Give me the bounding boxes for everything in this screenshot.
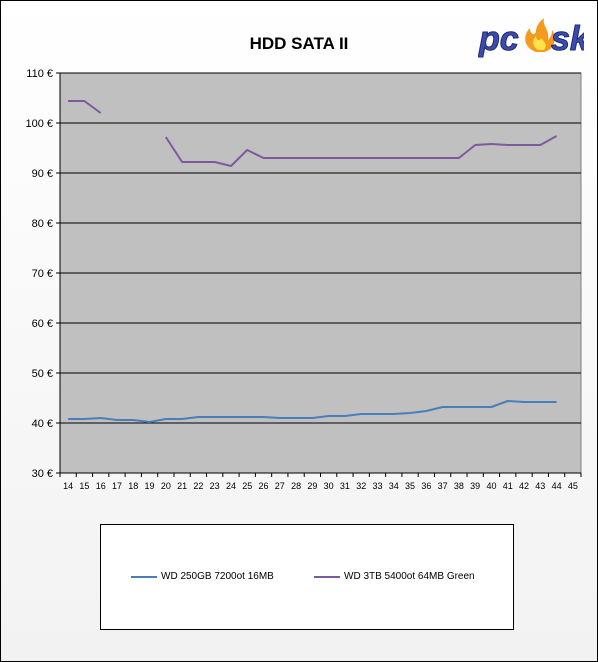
x-tick-label: 16	[96, 481, 106, 491]
x-tick-label: 28	[291, 481, 301, 491]
y-tick-label: 30 €	[32, 468, 53, 480]
x-tick-label: 37	[438, 481, 448, 491]
legend-label-series-2: WD 3TB 5400ot 64MB Green	[344, 571, 475, 582]
chart-legend: WD 250GB 7200ot 16MB WD 3TB 5400ot 64MB …	[100, 524, 514, 630]
x-tick-label: 25	[242, 481, 252, 491]
series-line-1	[68, 400, 557, 423]
x-tick-label: 22	[193, 481, 203, 491]
legend-item-series-1: WD 250GB 7200ot 16MB	[131, 571, 274, 582]
x-tick-label: 14	[63, 481, 73, 491]
x-tick-label: 44	[552, 481, 562, 491]
pcesk-logo: pc sk	[478, 18, 584, 58]
series-line-2	[68, 100, 558, 167]
legend-label-series-1: WD 250GB 7200ot 16MB	[161, 571, 274, 582]
x-tick-label: 32	[356, 481, 366, 491]
legend-swatch-series-2	[314, 575, 340, 578]
x-tick-label: 39	[470, 481, 480, 491]
x-tick-label: 18	[128, 481, 138, 491]
x-tick-label: 24	[226, 481, 236, 491]
y-tick-label: 40 €	[32, 418, 53, 430]
legend-item-series-2: WD 3TB 5400ot 64MB Green	[314, 571, 475, 582]
x-tick-label: 20	[161, 481, 171, 491]
y-tick-label: 50 €	[32, 368, 53, 380]
x-tick-label: 23	[210, 481, 220, 491]
x-tick-label: 30	[324, 481, 334, 491]
y-tick-label: 100 €	[25, 118, 53, 130]
svg-text:pc: pc	[478, 20, 519, 58]
x-tick-label: 45	[568, 481, 578, 491]
y-tick-label: 110 €	[26, 68, 53, 80]
x-tick-label: 42	[519, 481, 529, 491]
x-tick-label: 38	[454, 481, 464, 491]
x-tick-label: 21	[177, 481, 187, 491]
x-tick-label: 29	[307, 481, 317, 491]
x-tick-label: 27	[275, 481, 285, 491]
x-tick-label: 34	[389, 481, 399, 491]
svg-text:sk: sk	[551, 20, 584, 58]
x-tick-label: 43	[535, 481, 545, 491]
x-tick-label: 33	[372, 481, 382, 491]
x-tick-label: 15	[79, 481, 89, 491]
x-tick-label: 36	[421, 481, 431, 491]
x-tick-label: 35	[405, 481, 415, 491]
x-tick-label: 41	[503, 481, 513, 491]
logo-flame-icon	[525, 18, 555, 52]
x-tick-label: 17	[112, 481, 122, 491]
chart-title: HDD SATA II	[249, 34, 349, 53]
legend-swatch-series-1	[131, 575, 157, 578]
y-tick-label: 90 €	[32, 168, 53, 180]
y-tick-label: 80 €	[32, 218, 53, 230]
x-tick-label: 31	[340, 481, 350, 491]
y-tick-label: 70 €	[32, 268, 53, 280]
y-tick-label: 60 €	[32, 318, 53, 330]
x-tick-label: 40	[486, 481, 496, 491]
x-tick-label: 19	[145, 481, 155, 491]
x-tick-label: 26	[259, 481, 269, 491]
